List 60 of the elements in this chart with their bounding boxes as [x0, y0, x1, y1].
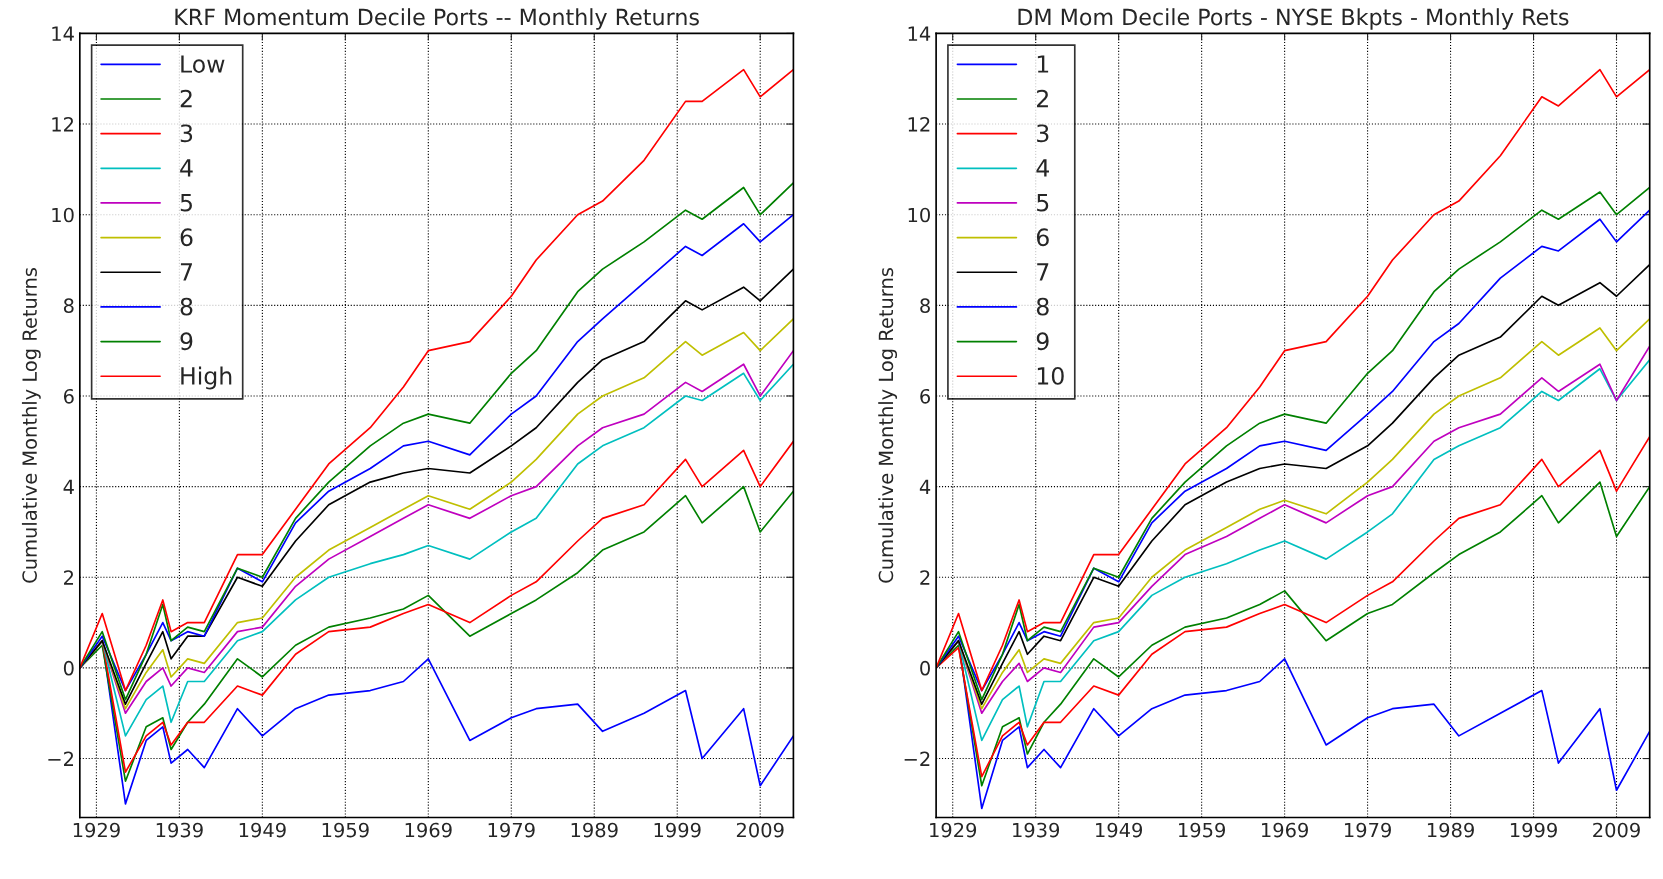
x-tick-label: 2009: [1593, 822, 1640, 838]
y-axis-title: Cumulative Monthly Log Returns: [878, 268, 898, 583]
legend-label: 8: [1036, 297, 1049, 316]
x-tick-label: 1969: [1262, 822, 1308, 838]
x-tick-label: 1999: [654, 822, 701, 838]
y-tick-label: 2: [920, 570, 930, 585]
y-tick-label: 10: [908, 207, 930, 223]
legend-label: 7: [180, 263, 192, 281]
y-tick-label: 6: [63, 388, 74, 404]
x-tick-label: 1959: [322, 822, 369, 838]
y-tick-label: −2: [904, 751, 930, 766]
x-tick-label: 1939: [1013, 822, 1060, 838]
legend-label: 1: [1037, 55, 1049, 73]
y-tick-label: 4: [919, 479, 931, 495]
y-tick-label: 14: [52, 26, 74, 41]
y-axis-title: Cumulative Monthly Log Returns: [21, 268, 41, 583]
legend-label: 6: [180, 228, 193, 247]
legend-label: Low: [181, 55, 225, 73]
y-tick-label: 10: [52, 207, 74, 223]
y-tick-label: 2: [64, 570, 74, 585]
y-tick-label: 0: [63, 660, 74, 676]
x-tick-label: 1929: [73, 822, 120, 838]
legend-label: 8: [180, 297, 193, 316]
y-tick-label: −2: [48, 751, 74, 766]
legend-label: 6: [1036, 228, 1049, 247]
y-tick-label: 6: [920, 388, 931, 404]
x-tick-label: 1999: [1510, 822, 1557, 838]
x-tick-label: 1949: [1096, 822, 1143, 838]
x-tick-label: 1939: [156, 822, 203, 838]
x-tick-label: 1979: [488, 822, 535, 838]
chart-title: KRF Momentum Decile Ports -- Monthly Returns: [175, 8, 699, 30]
legend-label: 7: [1037, 263, 1049, 281]
y-tick-label: 12: [908, 117, 930, 132]
y-tick-label: 8: [920, 298, 930, 313]
legend-label: 3: [1037, 124, 1049, 143]
y-tick-label: 4: [63, 479, 74, 495]
y-tick-label: 12: [52, 117, 74, 132]
x-tick-label: 1969: [405, 822, 452, 838]
legend-label: 5: [1037, 194, 1049, 212]
y-tick-label: 0: [920, 660, 930, 676]
legend-label: 4: [1036, 159, 1049, 177]
y-tick-label: 8: [63, 298, 74, 313]
x-tick-label: 1979: [1344, 822, 1391, 838]
legend-label: 10: [1037, 366, 1064, 385]
x-tick-label: 1949: [239, 822, 286, 838]
x-tick-label: 1959: [1179, 822, 1226, 838]
x-tick-label: 2009: [736, 822, 784, 838]
legend-label: 9: [180, 332, 193, 351]
legend-label: High: [181, 366, 232, 390]
x-tick-label: 1989: [1427, 822, 1474, 838]
legend-label: 5: [180, 194, 192, 212]
x-tick-label: 1929: [930, 822, 977, 838]
legend-label: 2: [1037, 89, 1048, 108]
legend-label: 2: [180, 89, 192, 108]
legend-label: 4: [180, 159, 193, 177]
x-tick-label: 1989: [571, 822, 618, 838]
chart-title: DM Mom Decile Ports - NYSE Bkpts - Monthly Rets: [1018, 8, 1569, 30]
legend-label: 3: [180, 124, 193, 143]
y-tick-label: 14: [908, 26, 931, 41]
legend-label: 9: [1036, 332, 1049, 351]
